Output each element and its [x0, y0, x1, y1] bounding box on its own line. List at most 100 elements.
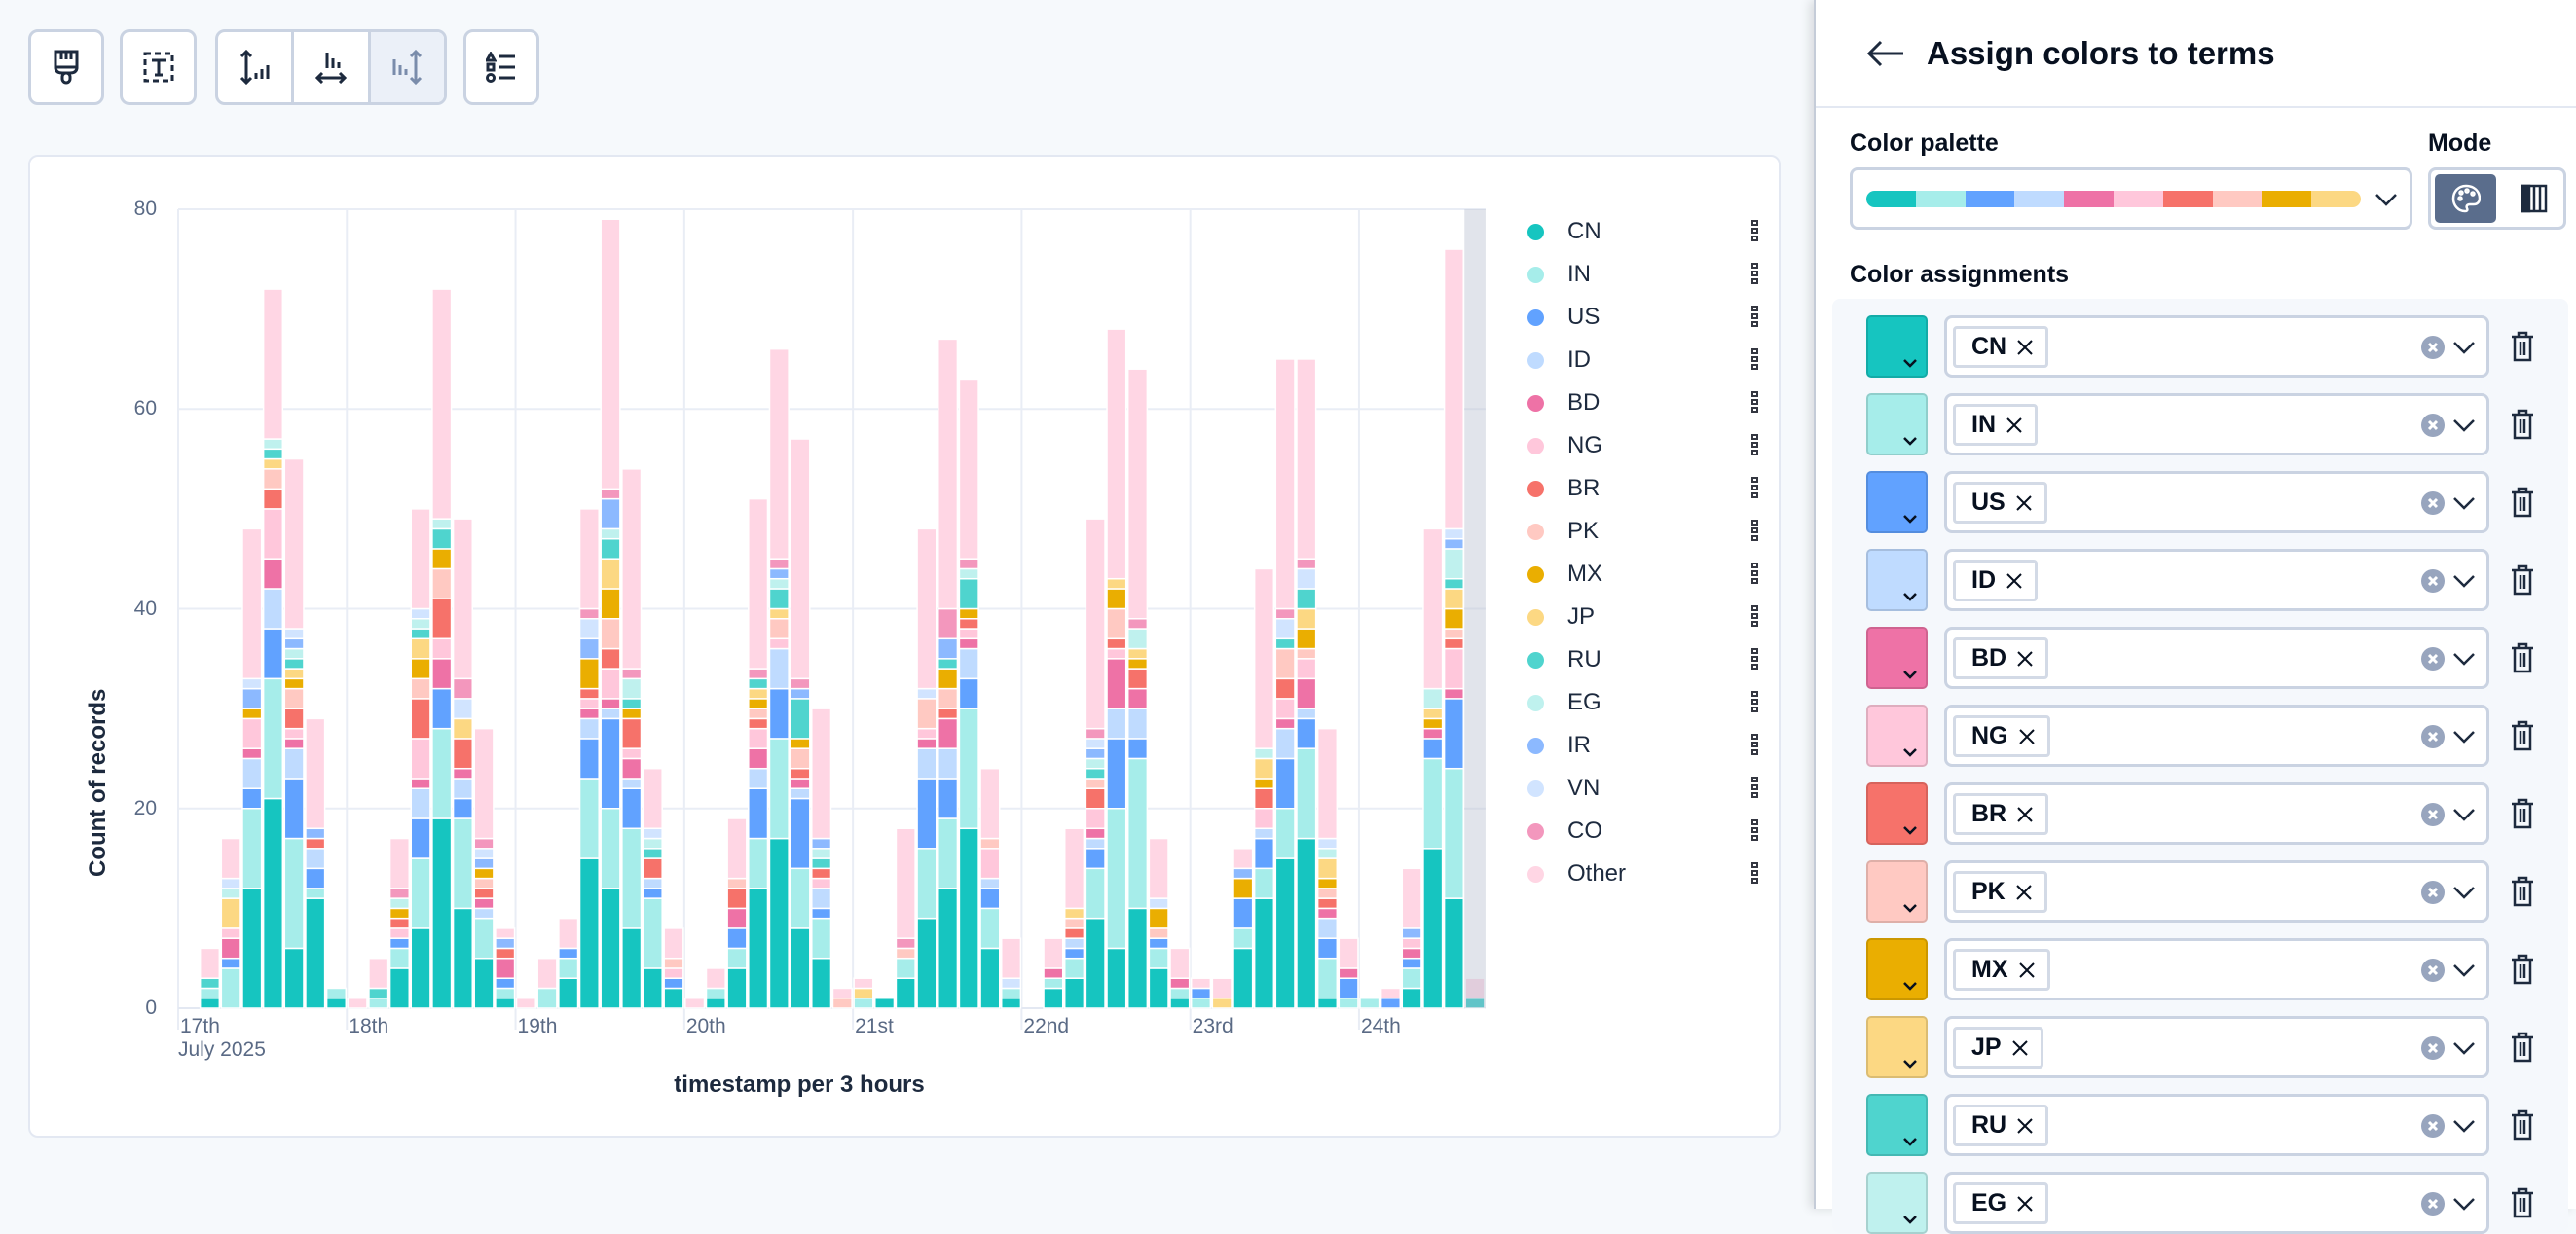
bar-2025-07-21 03:00[interactable] — [874, 997, 896, 1009]
legend-actions-icon[interactable] — [1751, 563, 1759, 586]
trash-icon[interactable] — [2511, 1109, 2534, 1141]
term-combobox[interactable]: JP — [1944, 1016, 2489, 1078]
remove-term-icon[interactable] — [2018, 728, 2036, 745]
bar-2025-07-23 00:00[interactable] — [1190, 977, 1212, 1009]
bar-2025-07-24 06:00[interactable] — [1401, 867, 1422, 1009]
trash-icon[interactable] — [2511, 798, 2534, 829]
bar-2025-07-23 06:00[interactable] — [1233, 848, 1254, 1009]
legend-item-VN[interactable]: VN — [1520, 767, 1763, 810]
bar-2025-07-17 03:00[interactable] — [199, 947, 221, 1009]
clear-input-icon[interactable] — [2421, 1192, 2445, 1216]
bar-2025-07-18 00:00[interactable] — [347, 997, 368, 1009]
remove-term-icon[interactable] — [2011, 1039, 2029, 1057]
bar-2025-07-18 03:00[interactable] — [368, 957, 389, 1009]
bar-2025-07-21 06:00[interactable] — [895, 827, 916, 1009]
trash-icon[interactable] — [2511, 642, 2534, 673]
legend-actions-icon[interactable] — [1751, 220, 1759, 243]
clear-input-icon[interactable] — [2421, 1036, 2445, 1060]
legend-actions-icon[interactable] — [1751, 819, 1759, 843]
chevron-down-icon[interactable] — [2452, 495, 2476, 511]
bar-2025-07-22 12:00[interactable] — [1106, 328, 1127, 1009]
chevron-down-icon[interactable] — [2452, 1118, 2476, 1134]
clear-input-icon[interactable] — [2421, 414, 2445, 437]
legend-item-Other[interactable]: Other — [1520, 853, 1763, 895]
trash-icon[interactable] — [2511, 954, 2534, 985]
bar-2025-07-17 21:00[interactable] — [325, 987, 348, 1009]
mode-categorical-button[interactable] — [2435, 174, 2496, 223]
color-swatch-picker[interactable] — [1866, 393, 1928, 455]
clear-input-icon[interactable] — [2421, 336, 2445, 359]
arrow-left-icon[interactable] — [1866, 39, 1905, 68]
bar-2025-07-20 15:00[interactable] — [790, 438, 811, 1009]
term-combobox[interactable]: US — [1944, 471, 2489, 533]
legend-actions-icon[interactable] — [1751, 391, 1759, 415]
color-swatch-picker[interactable] — [1866, 782, 1928, 845]
bar-2025-07-20 18:00[interactable] — [811, 708, 832, 1009]
legend-item-US[interactable]: US — [1520, 296, 1763, 339]
bar-2025-07-24 03:00[interactable] — [1380, 987, 1402, 1009]
clear-input-icon[interactable] — [2421, 647, 2445, 671]
bar-2025-07-23 03:00[interactable] — [1211, 977, 1233, 1009]
bar-2025-07-20 06:00[interactable] — [726, 817, 748, 1009]
bar-2025-07-23 21:00[interactable] — [1338, 937, 1359, 1009]
bar-2025-07-18 06:00[interactable] — [388, 837, 411, 1009]
color-swatch-picker[interactable] — [1866, 549, 1928, 611]
trash-icon[interactable] — [2511, 720, 2534, 751]
legend-button[interactable] — [463, 29, 539, 105]
color-swatch-picker[interactable] — [1866, 1016, 1928, 1078]
bar-2025-07-22 09:00[interactable] — [1085, 518, 1106, 1009]
bar-2025-07-17 12:00[interactable] — [262, 288, 284, 1009]
legend-actions-icon[interactable] — [1751, 734, 1759, 757]
legend-item-NG[interactable]: NG — [1520, 424, 1763, 467]
color-swatch-picker[interactable] — [1866, 471, 1928, 533]
bar-2025-07-20 12:00[interactable] — [768, 347, 790, 1009]
bar-2025-07-23 09:00[interactable] — [1253, 567, 1275, 1009]
color-swatch-picker[interactable] — [1866, 1172, 1928, 1234]
remove-term-icon[interactable] — [2006, 572, 2023, 590]
chevron-down-icon[interactable] — [2452, 340, 2476, 355]
remove-term-icon[interactable] — [2016, 1195, 2034, 1213]
color-swatch-picker[interactable] — [1866, 860, 1928, 923]
trash-icon[interactable] — [2511, 564, 2534, 596]
term-combobox[interactable]: MX — [1944, 938, 2489, 1000]
term-combobox[interactable]: BR — [1944, 782, 2489, 845]
bar-2025-07-17 09:00[interactable] — [241, 527, 263, 1009]
trash-icon[interactable] — [2511, 409, 2534, 440]
color-swatch-picker[interactable] — [1866, 315, 1928, 378]
clear-input-icon[interactable] — [2421, 491, 2445, 515]
bottom-axis-button[interactable] — [294, 32, 371, 102]
legend-item-IN[interactable]: IN — [1520, 253, 1763, 296]
bar-2025-07-23 12:00[interactable] — [1274, 358, 1296, 1009]
legend-actions-icon[interactable] — [1751, 777, 1759, 800]
bar-2025-07-19 18:00[interactable] — [642, 767, 663, 1009]
chevron-down-icon[interactable] — [2452, 729, 2476, 744]
bar-2025-07-20 21:00[interactable] — [831, 987, 853, 1009]
color-swatch-picker[interactable] — [1866, 705, 1928, 767]
bar-2025-07-22 15:00[interactable] — [1126, 368, 1149, 1009]
bar-2025-07-18 09:00[interactable] — [410, 508, 431, 1009]
remove-term-icon[interactable] — [2006, 417, 2023, 434]
bar-2025-07-23 18:00[interactable] — [1316, 727, 1339, 1009]
remove-term-icon[interactable] — [2015, 494, 2033, 512]
chevron-down-icon[interactable] — [2452, 1040, 2476, 1056]
bar-2025-07-18 12:00[interactable] — [431, 288, 453, 1009]
clear-input-icon[interactable] — [2421, 569, 2445, 593]
legend-actions-icon[interactable] — [1751, 434, 1759, 457]
legend-item-CO[interactable]: CO — [1520, 810, 1763, 853]
bar-2025-07-18 21:00[interactable] — [495, 927, 516, 1009]
mode-gradient-button[interactable] — [2509, 174, 2559, 223]
bar-2025-07-17 18:00[interactable] — [305, 717, 326, 1009]
legend-item-CN[interactable]: CN — [1520, 210, 1763, 253]
bar-2025-07-19 03:00[interactable] — [536, 957, 558, 1009]
legend-actions-icon[interactable] — [1751, 348, 1759, 372]
legend-actions-icon[interactable] — [1751, 263, 1759, 286]
legend-item-IR[interactable]: IR — [1520, 724, 1763, 767]
bar-2025-07-18 15:00[interactable] — [452, 518, 473, 1009]
trash-icon[interactable] — [2511, 876, 2534, 907]
clear-input-icon[interactable] — [2421, 1114, 2445, 1138]
bar-2025-07-22 18:00[interactable] — [1148, 837, 1169, 1009]
titles-and-text-button[interactable] — [120, 29, 197, 105]
chevron-down-icon[interactable] — [2452, 807, 2476, 822]
legend-actions-icon[interactable] — [1751, 862, 1759, 886]
bar-2025-07-21 18:00[interactable] — [979, 767, 1001, 1009]
